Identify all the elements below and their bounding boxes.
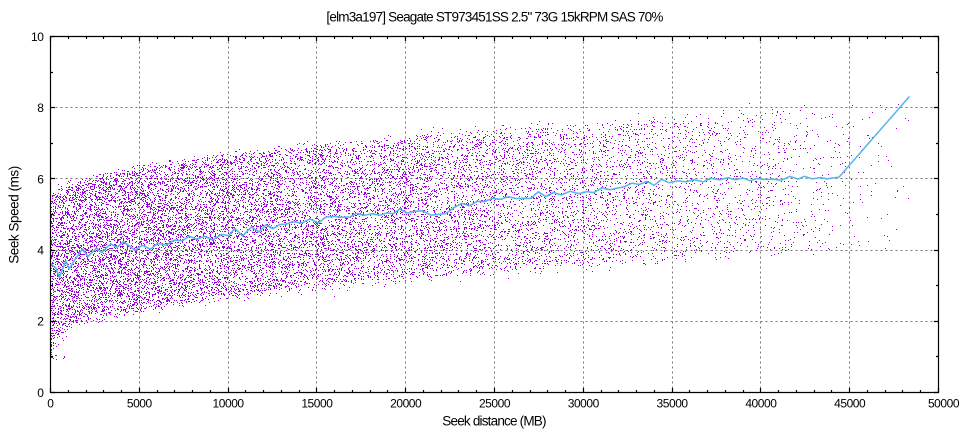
svg-text:Seek Speed (ms): Seek Speed (ms) bbox=[7, 166, 22, 264]
svg-text:30000: 30000 bbox=[568, 397, 600, 411]
svg-text:0: 0 bbox=[37, 386, 44, 400]
svg-text:8: 8 bbox=[37, 101, 44, 115]
svg-text:40000: 40000 bbox=[745, 397, 777, 411]
svg-text:25000: 25000 bbox=[479, 397, 511, 411]
svg-text:10: 10 bbox=[31, 30, 44, 44]
svg-text:20000: 20000 bbox=[390, 397, 422, 411]
svg-text:10000: 10000 bbox=[213, 397, 245, 411]
svg-text:6: 6 bbox=[37, 172, 44, 186]
svg-text:2: 2 bbox=[37, 315, 44, 329]
svg-text:45000: 45000 bbox=[834, 397, 866, 411]
svg-text:[elm3a197] Seagate ST973451SS: [elm3a197] Seagate ST973451SS 2.5" 73G 1… bbox=[326, 10, 663, 25]
svg-text:4: 4 bbox=[37, 244, 44, 258]
svg-text:50000: 50000 bbox=[928, 397, 960, 411]
svg-text:15000: 15000 bbox=[301, 397, 333, 411]
svg-text:35000: 35000 bbox=[657, 397, 689, 411]
svg-text:Seek distance (MB): Seek distance (MB) bbox=[442, 414, 546, 429]
svg-text:5000: 5000 bbox=[127, 397, 153, 411]
svg-text:0: 0 bbox=[47, 397, 54, 411]
